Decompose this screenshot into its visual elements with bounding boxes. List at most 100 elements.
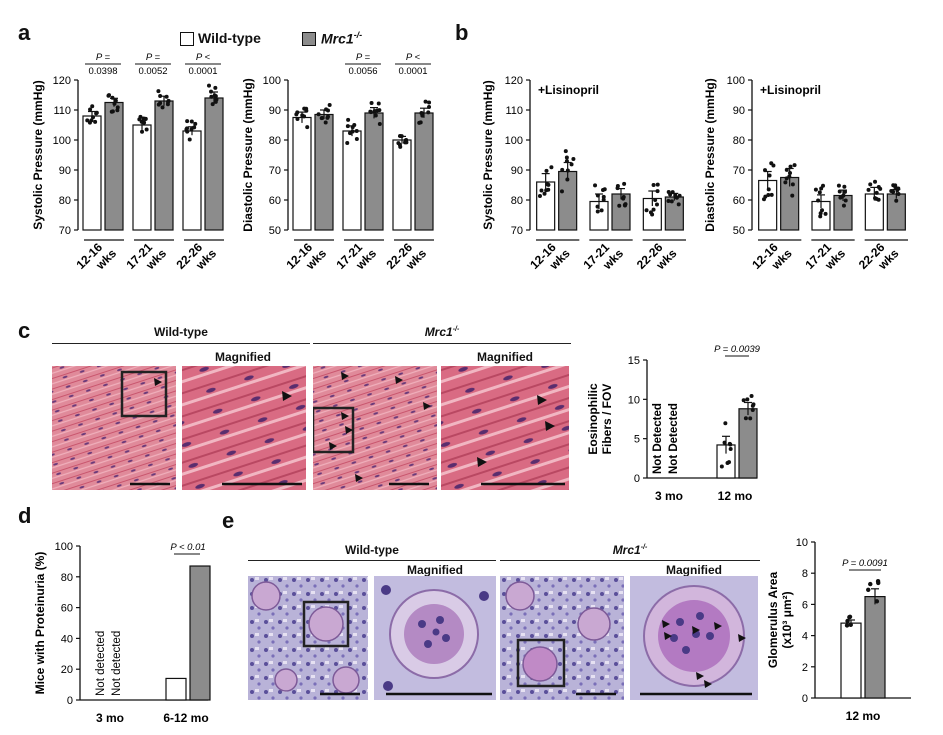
data-point xyxy=(790,182,795,187)
bar-mrc1 xyxy=(154,100,174,231)
data-point xyxy=(601,188,606,193)
x-category-label: 6-12 mo xyxy=(163,711,208,725)
he-image-mrc1 xyxy=(313,366,437,490)
bar-mrc1 xyxy=(414,112,434,231)
data-point xyxy=(212,93,217,98)
bar-mrc1 xyxy=(104,101,124,231)
panel-letter-d: d xyxy=(18,503,32,528)
p-value-label: P = xyxy=(146,52,161,63)
data-point xyxy=(848,622,853,628)
y-tick-label: 70 xyxy=(269,165,281,177)
c-header-line-mrc1 xyxy=(313,343,571,344)
data-point xyxy=(743,416,748,421)
data-point xyxy=(565,168,570,173)
y-tick-label: 90 xyxy=(269,105,281,117)
data-point xyxy=(368,109,373,114)
chart-annotation: +Lisinopril xyxy=(760,83,821,97)
data-point xyxy=(874,599,880,604)
he-image-wildtype-magnified xyxy=(182,366,306,490)
bar-mrc1 xyxy=(314,113,334,231)
data-point xyxy=(750,403,755,408)
data-point xyxy=(569,162,574,167)
data-point xyxy=(417,120,422,125)
y-axis-label: Diastolic Pressure (mmHg) xyxy=(703,78,717,231)
data-point xyxy=(546,182,551,187)
data-point xyxy=(896,192,901,197)
data-point xyxy=(185,126,190,131)
p-value-label: P < xyxy=(196,52,211,63)
data-point xyxy=(206,83,211,88)
y-tick-label: 100 xyxy=(53,135,71,147)
p-value-label: P = xyxy=(96,52,111,63)
data-point xyxy=(595,209,600,214)
data-point xyxy=(427,104,432,109)
data-point xyxy=(544,168,549,173)
data-point xyxy=(820,208,825,213)
data-point xyxy=(373,113,378,118)
data-point xyxy=(546,187,551,192)
data-point xyxy=(666,199,671,204)
data-point xyxy=(874,190,879,195)
y-axis-label: Glomerulus Area xyxy=(766,572,780,669)
data-point xyxy=(741,398,746,403)
bar-wildtype xyxy=(132,124,152,231)
data-point xyxy=(549,165,554,170)
data-point xyxy=(369,100,374,105)
pas-image-mrc1-magnified xyxy=(630,576,758,700)
data-point xyxy=(189,127,194,132)
e-magnified-label-1: Magnified xyxy=(407,563,463,577)
y-tick-label: 90 xyxy=(511,165,523,177)
data-point xyxy=(427,100,432,105)
data-point xyxy=(666,190,671,195)
c-magnified-label-2: Magnified xyxy=(477,350,533,364)
y-tick-label: 60 xyxy=(269,195,281,207)
bar-mrc1 xyxy=(364,112,384,231)
data-point xyxy=(654,202,659,207)
data-point xyxy=(571,157,576,162)
data-point xyxy=(160,105,165,110)
x-category-label: 3 mo xyxy=(655,489,683,503)
data-point xyxy=(763,168,768,173)
data-point xyxy=(319,116,324,121)
data-point xyxy=(185,119,190,124)
y-axis-label: Systolic Pressure (mmHg) xyxy=(481,80,495,229)
data-point xyxy=(878,186,883,191)
data-point xyxy=(595,204,600,209)
data-point xyxy=(537,193,542,198)
p-value-label: P = 0.0039 xyxy=(714,344,761,355)
y-tick-label: 110 xyxy=(505,105,523,117)
data-point xyxy=(189,119,194,124)
bar-wildtype xyxy=(182,130,202,231)
data-point xyxy=(348,131,353,136)
data-point xyxy=(564,159,569,164)
data-point xyxy=(94,111,99,116)
data-point xyxy=(622,181,627,186)
data-point xyxy=(213,99,218,104)
data-point xyxy=(894,198,899,203)
data-point xyxy=(655,189,660,194)
data-point xyxy=(644,208,649,213)
data-point xyxy=(419,111,424,116)
data-point xyxy=(399,134,404,139)
bar-wildtype xyxy=(82,115,102,231)
p-value-number: 0.0056 xyxy=(348,66,377,77)
data-point xyxy=(655,182,660,187)
y-tick-label: 70 xyxy=(733,165,745,177)
data-point xyxy=(748,416,753,421)
data-point xyxy=(404,140,409,145)
c-magnified-label-1: Magnified xyxy=(215,350,271,364)
y-tick-label: 10 xyxy=(628,394,640,406)
chart-annotation: +Lisinopril xyxy=(538,83,599,97)
data-point xyxy=(621,195,626,200)
data-point xyxy=(559,189,564,194)
data-point xyxy=(91,115,96,120)
y-tick-label: 120 xyxy=(505,75,523,87)
y-tick-label: 10 xyxy=(796,537,808,549)
c-header-line-wildtype xyxy=(52,343,310,344)
data-point xyxy=(110,109,115,114)
panel-letter-c: c xyxy=(18,318,31,343)
data-point xyxy=(166,99,171,104)
